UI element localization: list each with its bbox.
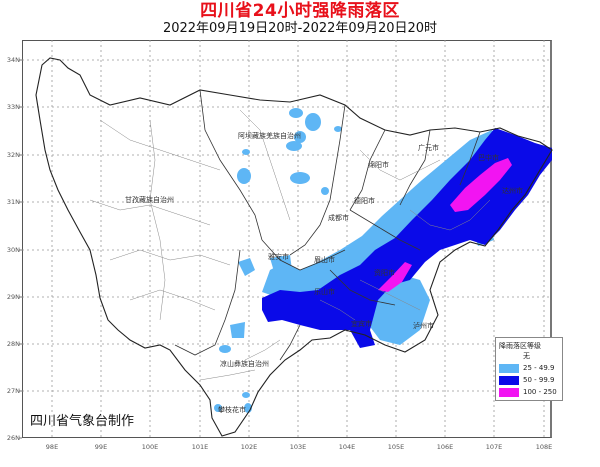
legend: 降雨落区等级 无 25 - 49.9 50 - 99.9 100 - 250 xyxy=(495,337,563,401)
lon-tick-104e: 104E xyxy=(338,443,356,451)
lon-tick-108e: 108E xyxy=(535,443,553,451)
lon-tick-107e: 107E xyxy=(485,443,503,451)
lon-tick-100e: 100E xyxy=(141,443,159,451)
lon-tick-102e: 102E xyxy=(240,443,258,451)
rain-zone-100-250 xyxy=(378,158,512,292)
city-label-ziyang: 资阳市 xyxy=(374,269,395,277)
legend-item-25-49: 25 - 49.9 xyxy=(499,364,559,374)
lon-tick-106e: 106E xyxy=(436,443,454,451)
map-title: 四川省24小时强降雨落区 xyxy=(200,1,400,21)
legend-label-100-250: 100 - 250 xyxy=(523,388,557,396)
city-label-chengdu: 成都市 xyxy=(328,214,349,222)
lat-tick-31n: 31N xyxy=(6,198,20,206)
lon-tick-98e: 98E xyxy=(45,443,59,451)
prefecture-boundaries xyxy=(174,89,481,361)
lat-tick-29n: 29N xyxy=(6,293,20,301)
lat-tick-33n: 33N xyxy=(6,103,20,111)
city-label-yaan: 雅安市 xyxy=(268,253,289,261)
city-label-guangyuan: 广元市 xyxy=(418,144,439,152)
legend-swatch-25-49 xyxy=(499,364,519,373)
legend-label-25-49: 25 - 49.9 xyxy=(523,364,555,372)
city-label-meishan: 眉山市 xyxy=(314,256,335,264)
province-outline xyxy=(35,57,553,437)
legend-label-none: 无 xyxy=(523,352,530,360)
city-label-leshan: 乐山市 xyxy=(314,288,335,296)
city-label-bazhong: 巴中市 xyxy=(478,154,499,162)
city-label-aba: 阿坝藏族羌族自治州 xyxy=(238,132,301,140)
lon-tick-99e: 99E xyxy=(94,443,108,451)
city-label-luzhou: 泸州市 xyxy=(413,322,434,330)
lon-tick-105e: 105E xyxy=(387,443,405,451)
legend-swatch-100-250 xyxy=(499,388,519,397)
city-label-deyang: 德阳市 xyxy=(354,197,375,205)
city-label-dazhou: 达州市 xyxy=(502,187,523,195)
legend-swatch-none xyxy=(499,352,519,361)
legend-label-50-99: 50 - 99.9 xyxy=(523,376,555,384)
lon-tick-103e: 103E xyxy=(289,443,307,451)
city-label-yibin: 宜宾市 xyxy=(351,320,372,328)
map-subtitle-time-range: 2022年09月19日20时-2022年09月20日20时 xyxy=(162,21,438,36)
legend-swatch-50-99 xyxy=(499,376,519,385)
lat-tick-30n: 30N xyxy=(6,246,20,254)
city-label-liangshan: 凉山彝族自治州 xyxy=(220,360,269,368)
legend-item-50-99: 50 - 99.9 xyxy=(499,376,559,386)
county-boundaries xyxy=(89,109,491,381)
city-label-panzhihua: 攀枝花市 xyxy=(218,406,246,414)
lon-tick-101e: 101E xyxy=(191,443,209,451)
legend-item-100-250: 100 - 250 xyxy=(499,388,559,398)
lat-tick-27n: 27N xyxy=(6,387,20,395)
lat-tick-26n: 26N xyxy=(6,434,20,442)
lat-tick-34n: 34N xyxy=(6,56,20,64)
legend-item-none: 无 xyxy=(499,352,559,362)
legend-title: 降雨落区等级 xyxy=(499,342,541,350)
city-label-ganzi: 甘孜藏族自治州 xyxy=(125,196,174,204)
credit-label: 四川省气象台制作 xyxy=(30,414,135,429)
city-label-mianyang: 绵阳市 xyxy=(368,161,389,169)
lat-tick-32n: 32N xyxy=(6,151,20,159)
lat-tick-28n: 28N xyxy=(6,340,20,348)
